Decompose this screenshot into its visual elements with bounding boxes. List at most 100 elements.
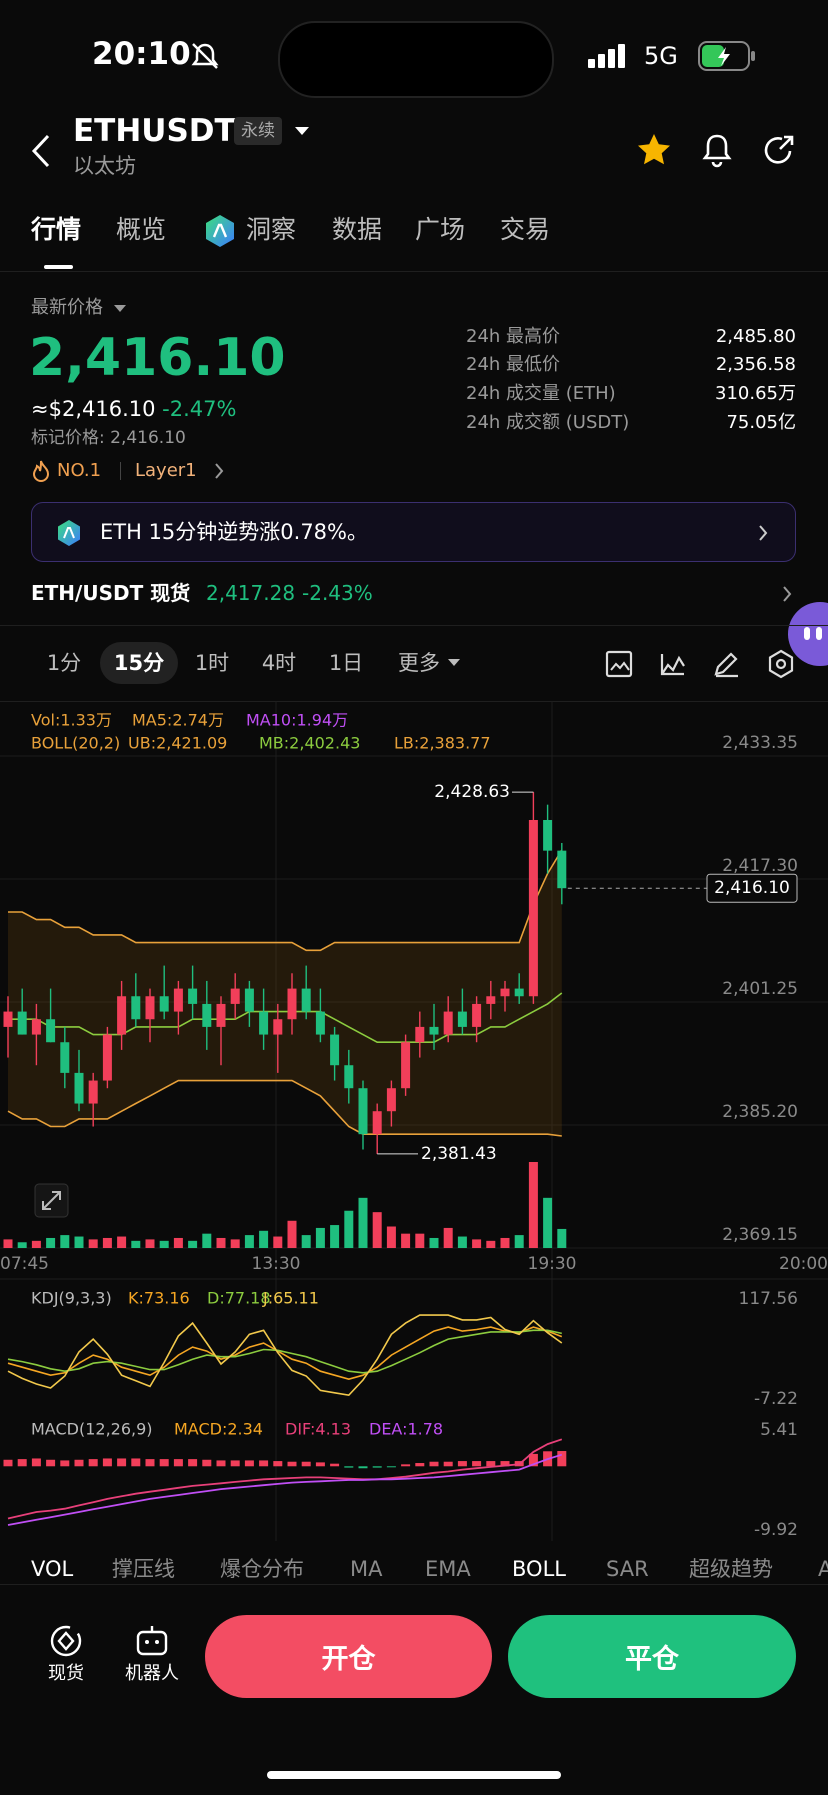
indicator-tab[interactable]: 爆仓分布 — [220, 1557, 304, 1581]
insight-banner[interactable]: ETH 15分钟逆势涨0.78%。 — [31, 502, 796, 562]
indicator-tab[interactable]: 撑压线 — [112, 1557, 175, 1581]
boll-band — [8, 850, 562, 1136]
macd-bar — [557, 1451, 567, 1467]
volume-bar — [60, 1235, 70, 1248]
kdj-line — [7, 1326, 563, 1381]
chevron — [759, 525, 768, 541]
volume-bar — [429, 1237, 439, 1248]
candle-body — [273, 1019, 283, 1035]
interval[interactable]: 4时 — [261, 651, 297, 675]
interval[interactable]: 更多 — [398, 651, 440, 675]
macd-bar — [429, 1461, 439, 1467]
spot-nav[interactable]: 现货 — [48, 1663, 84, 1684]
volume-bar — [457, 1236, 467, 1248]
macd-bar — [117, 1458, 127, 1467]
candle-body — [74, 1072, 84, 1104]
tab[interactable]: 概览 — [116, 215, 167, 244]
volume-bar — [46, 1237, 56, 1248]
high-label: 2,428.63 — [434, 782, 510, 802]
macd-bar — [273, 1461, 283, 1467]
macd-bar — [244, 1460, 254, 1467]
candle-body — [443, 1011, 453, 1035]
volume-bar — [88, 1239, 98, 1248]
spot-label[interactable]: ETH/USDT 现货 — [31, 581, 191, 605]
candle-body — [330, 1034, 340, 1066]
indicator-tab[interactable]: MA — [350, 1557, 383, 1581]
price-dropdown[interactable] — [114, 305, 126, 313]
fire-icon — [32, 460, 50, 482]
back-button[interactable] — [30, 134, 52, 168]
volume-bar — [330, 1225, 340, 1248]
indicator-tab[interactable]: VOL — [31, 1557, 74, 1581]
kdj-line — [7, 1329, 562, 1374]
open-button[interactable]: 开仓 — [205, 1615, 492, 1698]
x-tick-label: 07:45 — [0, 1254, 49, 1274]
dynamic-island — [278, 21, 554, 98]
macd-bar — [500, 1461, 510, 1467]
x-tick-label: 13:30 — [252, 1254, 301, 1274]
close-button[interactable]: 平仓 — [508, 1615, 796, 1698]
stat-label: 24h 成交量 (ETH) — [466, 383, 616, 404]
tab[interactable]: 洞察 — [246, 215, 297, 244]
chevron — [783, 586, 792, 602]
legend: UB:2,421.09 — [128, 734, 227, 753]
macd-bar — [131, 1458, 141, 1467]
symbol-dropdown[interactable] — [294, 126, 310, 136]
volume-bar — [500, 1237, 510, 1248]
indicator-tab[interactable]: SAR — [606, 1557, 649, 1581]
bot-nav[interactable]: 机器人 — [125, 1663, 179, 1684]
favorite-button[interactable] — [636, 132, 672, 168]
interval[interactable]: 1时 — [194, 651, 230, 675]
alert-button[interactable] — [700, 132, 734, 168]
tab[interactable]: 广场 — [415, 215, 466, 244]
macd-bar — [443, 1461, 453, 1467]
y-tick-label: -7.22 — [754, 1389, 798, 1409]
legend: D:77.18 — [207, 1289, 271, 1308]
rank[interactable]: NO.1 — [57, 460, 102, 481]
volume-bar — [472, 1239, 482, 1248]
interval[interactable]: 15分 — [113, 651, 165, 675]
macd-bar — [17, 1459, 27, 1467]
low-label: 2,381.43 — [421, 1144, 497, 1164]
sector[interactable]: Layer1 — [135, 460, 197, 481]
spot-icon[interactable] — [49, 1624, 83, 1658]
volume-bar — [514, 1235, 524, 1248]
legend: K:73.16 — [128, 1289, 190, 1308]
volume-bar — [301, 1235, 311, 1248]
tab[interactable]: 行情 — [31, 215, 82, 244]
y-tick-label: -9.92 — [754, 1520, 798, 1540]
candle-body — [159, 996, 169, 1012]
banner-text: ETH 15分钟逆势涨0.78%。 — [100, 520, 368, 544]
stat-value: 2,485.80 — [715, 326, 796, 347]
candle-body — [202, 1003, 212, 1027]
chart-tools[interactable] — [604, 648, 804, 680]
volume-bar — [415, 1233, 425, 1248]
macd-bar — [344, 1466, 354, 1468]
mark-price: 标记价格: 2,416.10 — [31, 428, 186, 448]
legend: J:65.11 — [262, 1289, 319, 1308]
volume-bar — [230, 1239, 240, 1248]
candle-body — [386, 1088, 396, 1112]
indicator-tab[interactable]: EMA — [425, 1557, 471, 1581]
interval[interactable]: 1分 — [46, 651, 82, 675]
macd-bar — [358, 1466, 368, 1469]
candle-body — [344, 1065, 354, 1089]
legend: KDJ(9,3,3) — [31, 1289, 112, 1308]
indicator-tab[interactable]: BOLL — [512, 1557, 566, 1581]
macd-bar — [401, 1464, 411, 1467]
indicator-tab[interactable]: A — [818, 1557, 828, 1581]
macd-bar — [88, 1459, 98, 1467]
interval[interactable]: 1日 — [328, 651, 364, 675]
boll-line — [7, 1079, 562, 1137]
indicator-tab[interactable]: 超级趋势 — [689, 1557, 773, 1581]
candle-body — [145, 996, 155, 1020]
volume-bar — [216, 1237, 226, 1248]
signal-icon — [588, 44, 625, 68]
candle-body — [3, 1011, 13, 1027]
tab[interactable]: 数据 — [332, 215, 383, 244]
tab[interactable]: 交易 — [500, 215, 551, 244]
share-button[interactable] — [762, 133, 796, 167]
bot-icon[interactable] — [135, 1624, 169, 1658]
candle-body — [173, 988, 183, 1012]
clock: 20:10 — [92, 36, 191, 72]
